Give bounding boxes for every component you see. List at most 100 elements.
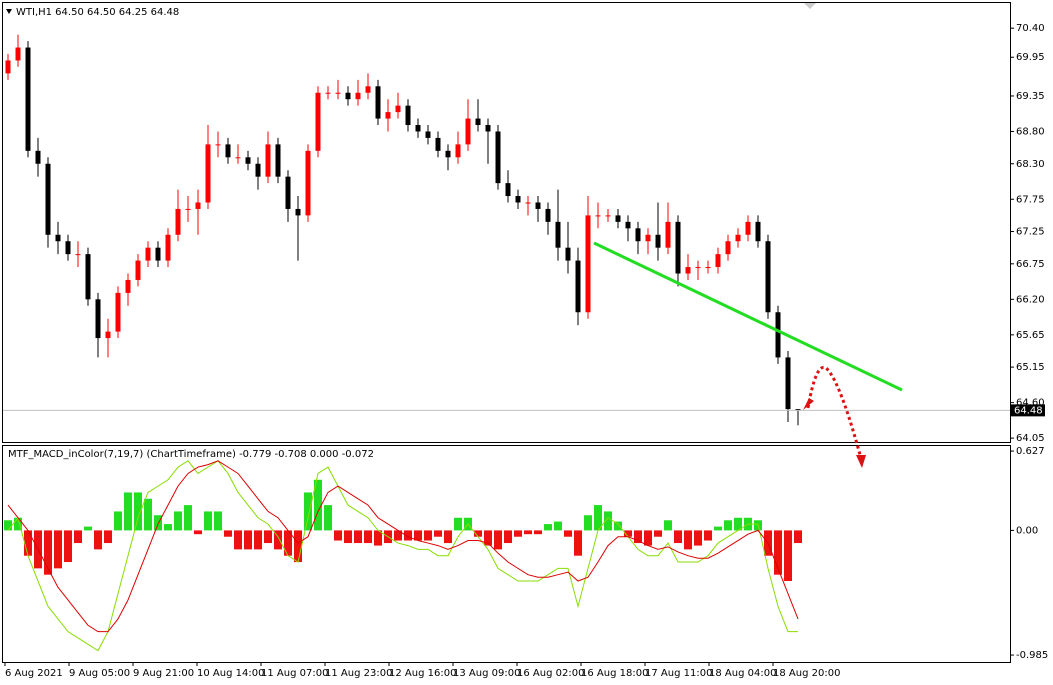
histogram-bar bbox=[534, 530, 542, 535]
y-tick-label: -0.985 bbox=[1016, 650, 1048, 661]
candle-body bbox=[725, 241, 731, 255]
histogram-bar bbox=[234, 530, 242, 550]
histogram-bar bbox=[154, 515, 162, 531]
candle-body bbox=[165, 234, 171, 261]
candle-body bbox=[265, 144, 271, 177]
candle-body bbox=[325, 92, 331, 94]
histogram-bar bbox=[794, 530, 802, 544]
histogram-bar bbox=[374, 530, 382, 546]
histogram-bar bbox=[104, 530, 112, 544]
candle-body bbox=[35, 150, 41, 164]
candle-body bbox=[55, 234, 61, 242]
y-tick-label: 66.75 bbox=[1016, 259, 1045, 270]
y-tick-label: 64.05 bbox=[1016, 433, 1045, 444]
candle-body bbox=[155, 247, 161, 261]
candle-body bbox=[485, 125, 491, 132]
candle-body bbox=[385, 112, 391, 119]
histogram-bar bbox=[524, 530, 532, 535]
candle-body bbox=[445, 150, 451, 158]
histogram-bar bbox=[584, 515, 592, 531]
candle-body bbox=[615, 215, 621, 222]
price-pane bbox=[2, 2, 1011, 443]
histogram-bar bbox=[474, 530, 482, 537]
y-tick-label: 70.40 bbox=[1016, 23, 1045, 34]
y-tick-label: 65.65 bbox=[1016, 330, 1045, 341]
price-series bbox=[5, 34, 801, 426]
histogram-bar bbox=[124, 492, 132, 531]
histogram-bar bbox=[394, 530, 402, 541]
forecast-arrow-end bbox=[856, 455, 866, 468]
histogram-bar bbox=[214, 511, 222, 531]
y-tick-label: 66.20 bbox=[1016, 294, 1045, 305]
x-tick-label: 13 Aug 09:00 bbox=[453, 668, 520, 679]
histogram-bar bbox=[494, 530, 502, 550]
histogram-bar bbox=[704, 530, 712, 541]
candle-body bbox=[235, 157, 241, 159]
candle-body bbox=[525, 202, 531, 204]
candle-body bbox=[285, 176, 291, 209]
histogram-bar bbox=[74, 530, 82, 544]
candle-body bbox=[515, 196, 521, 203]
histogram-bar bbox=[304, 492, 312, 531]
x-tick-label: 6 Aug 2021 bbox=[5, 668, 63, 679]
candle-body bbox=[335, 92, 341, 94]
histogram-bar bbox=[604, 511, 612, 531]
candle-body bbox=[225, 144, 231, 158]
macd-pane bbox=[2, 445, 1011, 663]
candle-body bbox=[295, 208, 301, 216]
y-tick-label: 67.25 bbox=[1016, 227, 1045, 238]
candle-body bbox=[685, 267, 691, 274]
histogram-bar bbox=[574, 530, 582, 556]
candle-body bbox=[595, 215, 601, 217]
menu-arrow[interactable] bbox=[6, 9, 12, 14]
histogram-bar bbox=[444, 530, 452, 544]
x-tick-label: 9 Aug 05:00 bbox=[69, 668, 130, 679]
histogram-bar bbox=[634, 530, 642, 544]
candle-body bbox=[25, 47, 31, 151]
histogram-bar bbox=[4, 520, 12, 531]
histogram-bar bbox=[94, 530, 102, 550]
histogram-bar bbox=[484, 530, 492, 546]
candle-body bbox=[465, 118, 471, 145]
candle-body bbox=[115, 292, 121, 332]
y-tick-label: 0.627 bbox=[1016, 446, 1045, 457]
histogram-bar bbox=[64, 530, 72, 563]
histogram-bar bbox=[284, 530, 292, 556]
histogram-bar bbox=[724, 520, 732, 531]
candle-body bbox=[695, 267, 701, 269]
histogram-bar bbox=[694, 530, 702, 546]
current-price-label: 64.48 bbox=[1014, 405, 1043, 416]
trend-line bbox=[593, 241, 903, 392]
histogram-bar bbox=[314, 479, 322, 531]
candle-body bbox=[795, 409, 801, 411]
x-tick-label: 17 Aug 11:00 bbox=[645, 668, 712, 679]
histogram-bar bbox=[684, 530, 692, 550]
histogram-bar bbox=[514, 530, 522, 537]
candle-body bbox=[195, 202, 201, 209]
x-tick-label: 11 Aug 07:00 bbox=[261, 668, 328, 679]
indicator-line bbox=[7, 460, 798, 652]
candle-body bbox=[345, 92, 351, 100]
candle-body bbox=[645, 234, 651, 242]
candle-body bbox=[655, 234, 661, 248]
price-pane-title: WTI,H1 64.50 64.50 64.25 64.48 bbox=[16, 7, 179, 18]
histogram-bar bbox=[404, 530, 412, 541]
candle-body bbox=[455, 144, 461, 158]
candle-body bbox=[635, 228, 641, 242]
histogram-bar bbox=[564, 530, 572, 537]
candle-body bbox=[745, 221, 751, 235]
histogram-bar bbox=[164, 524, 172, 531]
candle-body bbox=[125, 279, 131, 293]
histogram-bar bbox=[344, 530, 352, 544]
candle-body bbox=[75, 254, 81, 256]
y-tick-label: 64.60 bbox=[1016, 398, 1045, 409]
candle-body bbox=[675, 221, 681, 274]
candle-body bbox=[215, 144, 221, 146]
y-tick-label: 68.80 bbox=[1016, 126, 1045, 137]
indicator-line bbox=[7, 460, 799, 633]
x-tick-label: 18 Aug 20:00 bbox=[773, 668, 840, 679]
histogram-bar bbox=[84, 526, 92, 531]
candle-body bbox=[555, 221, 561, 248]
candle-body bbox=[315, 92, 321, 151]
candle-body bbox=[475, 118, 481, 126]
